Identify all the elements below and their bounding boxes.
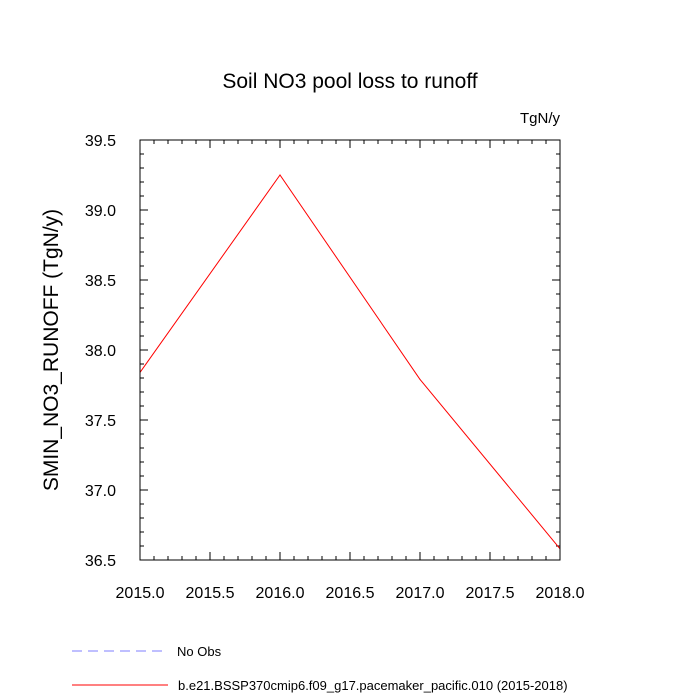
y-tick-label: 38.0: [85, 343, 116, 360]
series-line: [139, 174, 561, 550]
x-tick-label: 2017.0: [396, 585, 445, 602]
y-tick-label: 39.0: [85, 203, 116, 220]
legend: No Obs b.e21.BSSP370cmip6.f09_g17.pacemak…: [72, 644, 568, 693]
series-point: [279, 174, 281, 176]
y-tick-labels: 36.5 37.0 37.5 38.0 38.5 39.0 39.5: [85, 133, 116, 570]
x-tick-label: 2015.0: [116, 585, 165, 602]
series-point: [419, 378, 421, 380]
x-tick-label: 2016.0: [256, 585, 305, 602]
y-tick-label: 37.5: [85, 413, 116, 430]
legend-label: b.e21.BSSP370cmip6.f09_g17.pacemaker_pac…: [178, 678, 568, 693]
x-tick-label: 2017.5: [466, 585, 515, 602]
chart-title: Soil NO3 pool loss to runoff: [222, 70, 477, 93]
y-axis-label: SMIN_NO3_RUNOFF (TgN/y): [40, 209, 63, 491]
y-tick-label: 38.5: [85, 273, 116, 290]
x-tick-label: 2018.0: [536, 585, 585, 602]
minor-ticks: [140, 140, 560, 560]
series-layer: [139, 174, 561, 550]
legend-label: No Obs: [177, 644, 222, 659]
units-label: TgN/y: [520, 110, 561, 127]
plot-frame: [139, 139, 561, 561]
x-tick-label: 2015.5: [186, 585, 235, 602]
y-tick-label: 36.5: [85, 553, 116, 570]
x-tick-labels: 2015.0 2015.5 2016.0 2016.5 2017.0 2017.5 2018…: [116, 585, 585, 602]
x-tick-label: 2016.5: [326, 585, 375, 602]
major-ticks: [139, 139, 561, 561]
y-tick-label: 37.0: [85, 483, 116, 500]
y-tick-label: 39.5: [85, 133, 116, 150]
